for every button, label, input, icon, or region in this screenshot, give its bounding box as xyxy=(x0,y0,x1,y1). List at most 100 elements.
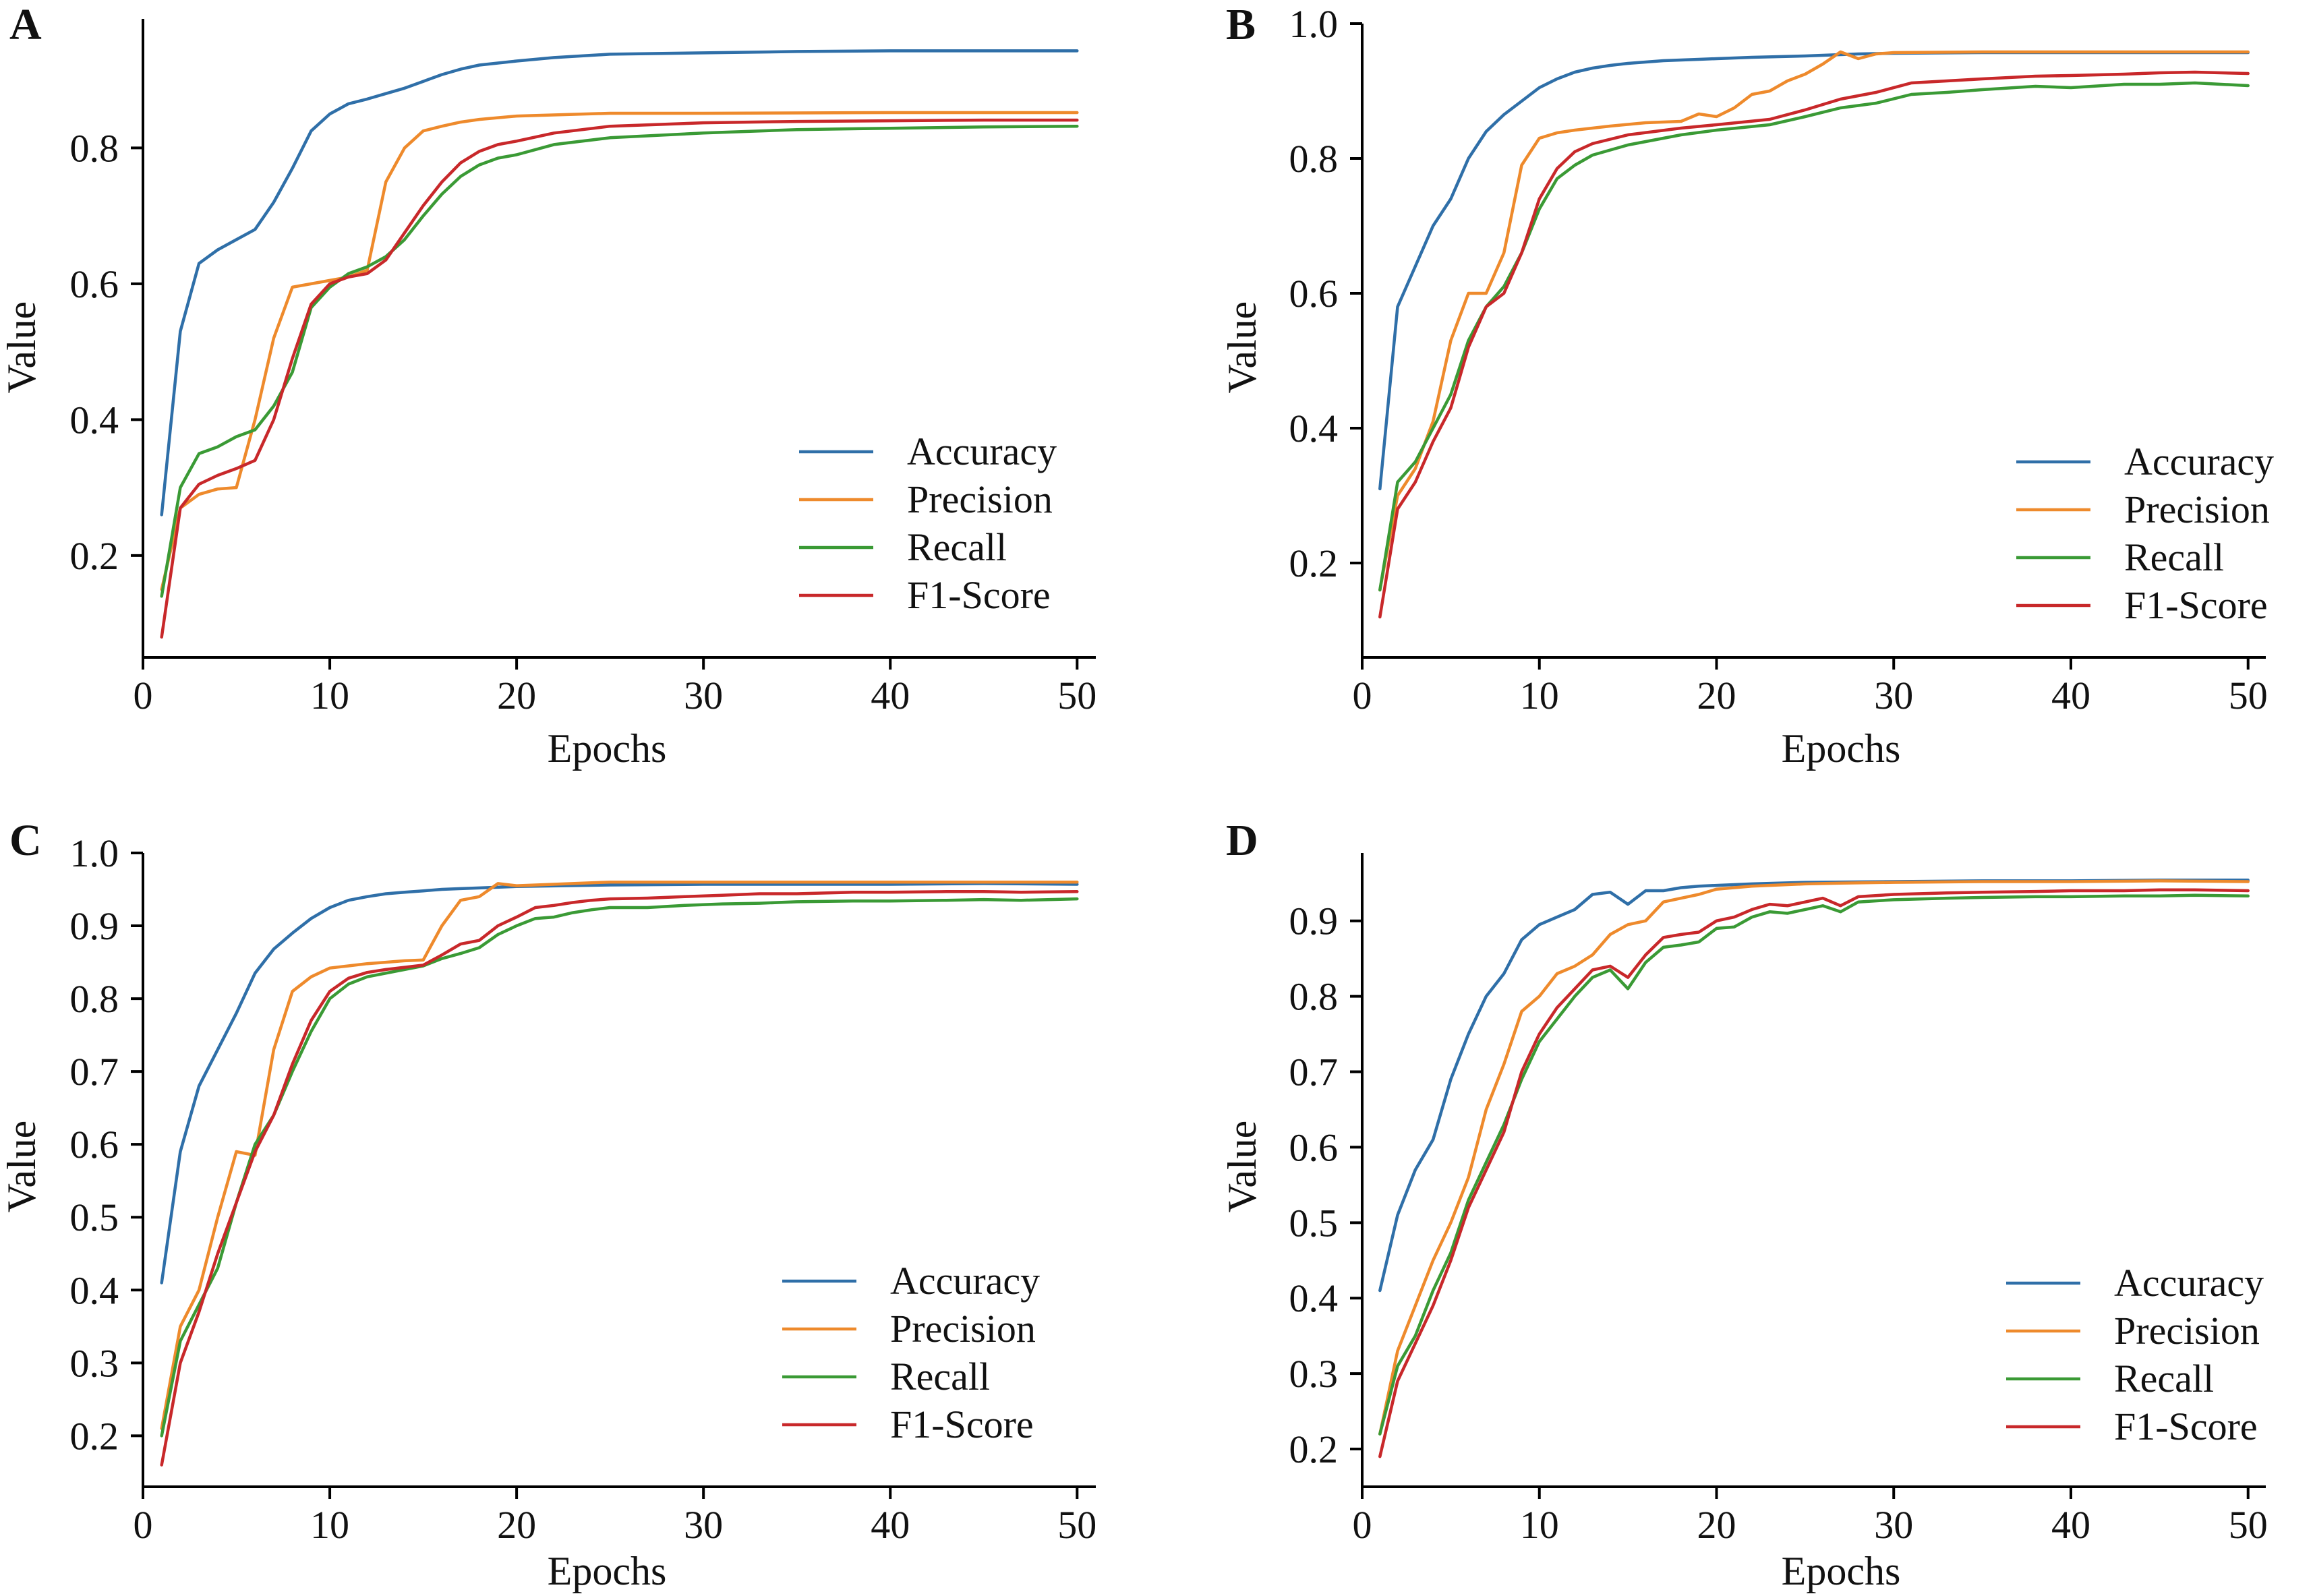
panel-letter: C xyxy=(9,816,42,865)
y-tick-label: 0.9 xyxy=(70,904,119,948)
x-tick-label: 40 xyxy=(871,674,910,717)
x-tick-label: 20 xyxy=(1697,1503,1736,1547)
y-tick-label: 0.2 xyxy=(1289,1427,1339,1471)
x-axis-title: Epochs xyxy=(1782,1549,1901,1593)
y-tick-label: 0.7 xyxy=(70,1050,119,1094)
legend-label: Accuracy xyxy=(890,1259,1040,1303)
y-tick-label: 0.4 xyxy=(1289,407,1339,450)
x-tick-label: 20 xyxy=(497,1503,536,1547)
legend-label: F1-Score xyxy=(2124,583,2268,627)
y-axis-title: Value xyxy=(0,1121,44,1213)
series-line-accuracy xyxy=(160,882,1079,1284)
legend-label: F1-Score xyxy=(907,573,1051,617)
y-tick-label: 0.6 xyxy=(1289,272,1339,316)
x-tick-label: 10 xyxy=(1520,1503,1559,1547)
series-line-precision xyxy=(160,111,1079,591)
panel-letter: D xyxy=(1226,816,1258,865)
x-tick-label: 20 xyxy=(1697,674,1736,717)
x-axis-title: Epochs xyxy=(548,726,667,771)
x-tick-label: 50 xyxy=(2229,1503,2268,1547)
x-tick-label: 50 xyxy=(1057,674,1096,717)
legend-label: Accuracy xyxy=(907,430,1057,473)
y-tick-label: 1.0 xyxy=(70,831,119,875)
legend-label: Recall xyxy=(2124,535,2224,579)
series-line-f1-score xyxy=(1378,70,2250,619)
legend-label: Precision xyxy=(907,477,1053,521)
y-tick-label: 0.3 xyxy=(1289,1352,1339,1396)
x-tick-label: 40 xyxy=(871,1503,910,1547)
x-axis-title: Epochs xyxy=(548,1549,667,1593)
x-tick-label: 30 xyxy=(684,1503,723,1547)
y-tick-label: 0.7 xyxy=(1289,1051,1339,1094)
x-tick-label: 50 xyxy=(1057,1503,1096,1547)
x-tick-label: 10 xyxy=(310,1503,349,1547)
y-tick-label: 0.8 xyxy=(70,126,119,170)
y-axis-title: Value xyxy=(0,301,44,394)
x-tick-label: 20 xyxy=(497,674,536,717)
series-line-precision xyxy=(1378,879,2250,1436)
x-tick-label: 30 xyxy=(1874,674,1913,717)
y-tick-label: 0.4 xyxy=(1289,1276,1339,1320)
y-tick-label: 0.5 xyxy=(1289,1201,1339,1245)
legend-label: Recall xyxy=(907,525,1007,569)
series-line-recall xyxy=(160,124,1079,598)
panel-d: D 0.2 0.3 0.4 0.5 0.6 0.7 0.8 0.9 0 10 20 30 40 50 Epoc… xyxy=(1220,816,2268,1593)
panel-a: A 0.2 0.4 0.6 0.8 0 10 20 30 40 50 Epochs Value Accur… xyxy=(0,0,1096,771)
y-tick-label: 0.4 xyxy=(70,398,119,442)
legend-label: F1-Score xyxy=(890,1402,1034,1446)
x-tick-label: 30 xyxy=(684,674,723,717)
legend-label: F1-Score xyxy=(2114,1405,2258,1448)
y-tick-label: 0.6 xyxy=(70,262,119,306)
x-tick-label: 30 xyxy=(1874,1503,1913,1547)
panel-letter: A xyxy=(9,0,42,49)
series-line-f1-score xyxy=(160,890,1079,1467)
y-tick-label: 0.9 xyxy=(1289,899,1339,943)
series-line-accuracy xyxy=(1378,51,2250,491)
panel-letter: B xyxy=(1226,0,1256,49)
series-line-accuracy xyxy=(1378,879,2250,1293)
x-tick-label: 50 xyxy=(2229,674,2268,717)
y-tick-label: 0.2 xyxy=(70,1414,119,1458)
y-axis-title: Value xyxy=(1220,301,1264,394)
x-tick-label: 10 xyxy=(1520,674,1559,717)
legend-label: Precision xyxy=(2114,1309,2260,1353)
series-line-precision xyxy=(1378,50,2250,592)
panel-c: C 0.2 0.3 0.4 0.5 0.6 0.7 0.8 0.9 1.0 0 10 20 30 40 50 E… xyxy=(0,816,1096,1593)
y-tick-label: 1.0 xyxy=(1289,2,1339,46)
series-line-precision xyxy=(160,880,1079,1430)
y-axis-title: Value xyxy=(1220,1121,1264,1213)
y-tick-label: 0.8 xyxy=(1289,975,1339,1019)
x-tick-label: 10 xyxy=(310,674,349,717)
series-line-recall xyxy=(1378,893,2250,1436)
x-axis-title: Epochs xyxy=(1782,726,1901,771)
x-tick-label: 0 xyxy=(1353,1503,1372,1547)
series-line-recall xyxy=(1378,81,2250,592)
x-tick-label: 40 xyxy=(2051,674,2090,717)
x-tick-label: 0 xyxy=(1353,674,1372,717)
legend-label: Accuracy xyxy=(2124,440,2274,483)
panel-b: B 0.2 0.4 0.6 0.8 1.0 0 10 20 30 40 50 Epochs Value Ac… xyxy=(1220,0,2274,771)
legend-label: Accuracy xyxy=(2114,1261,2264,1305)
series-line-f1-score xyxy=(160,118,1079,639)
legend-label: Recall xyxy=(890,1355,990,1398)
y-tick-label: 0.6 xyxy=(70,1123,119,1166)
series-line-accuracy xyxy=(160,49,1079,516)
y-tick-label: 0.8 xyxy=(1289,137,1339,181)
y-tick-label: 0.5 xyxy=(70,1195,119,1239)
y-tick-label: 0.3 xyxy=(70,1341,119,1385)
y-tick-label: 0.2 xyxy=(1289,541,1339,585)
legend-label: Recall xyxy=(2114,1357,2214,1400)
y-tick-label: 0.6 xyxy=(1289,1125,1339,1169)
x-tick-label: 0 xyxy=(134,674,153,717)
y-tick-label: 0.2 xyxy=(70,534,119,578)
legend-label: Precision xyxy=(890,1307,1036,1351)
legend-label: Precision xyxy=(2124,487,2270,531)
y-tick-label: 0.4 xyxy=(70,1268,119,1312)
x-tick-label: 40 xyxy=(2051,1503,2090,1547)
series-line-f1-score xyxy=(1378,888,2250,1458)
